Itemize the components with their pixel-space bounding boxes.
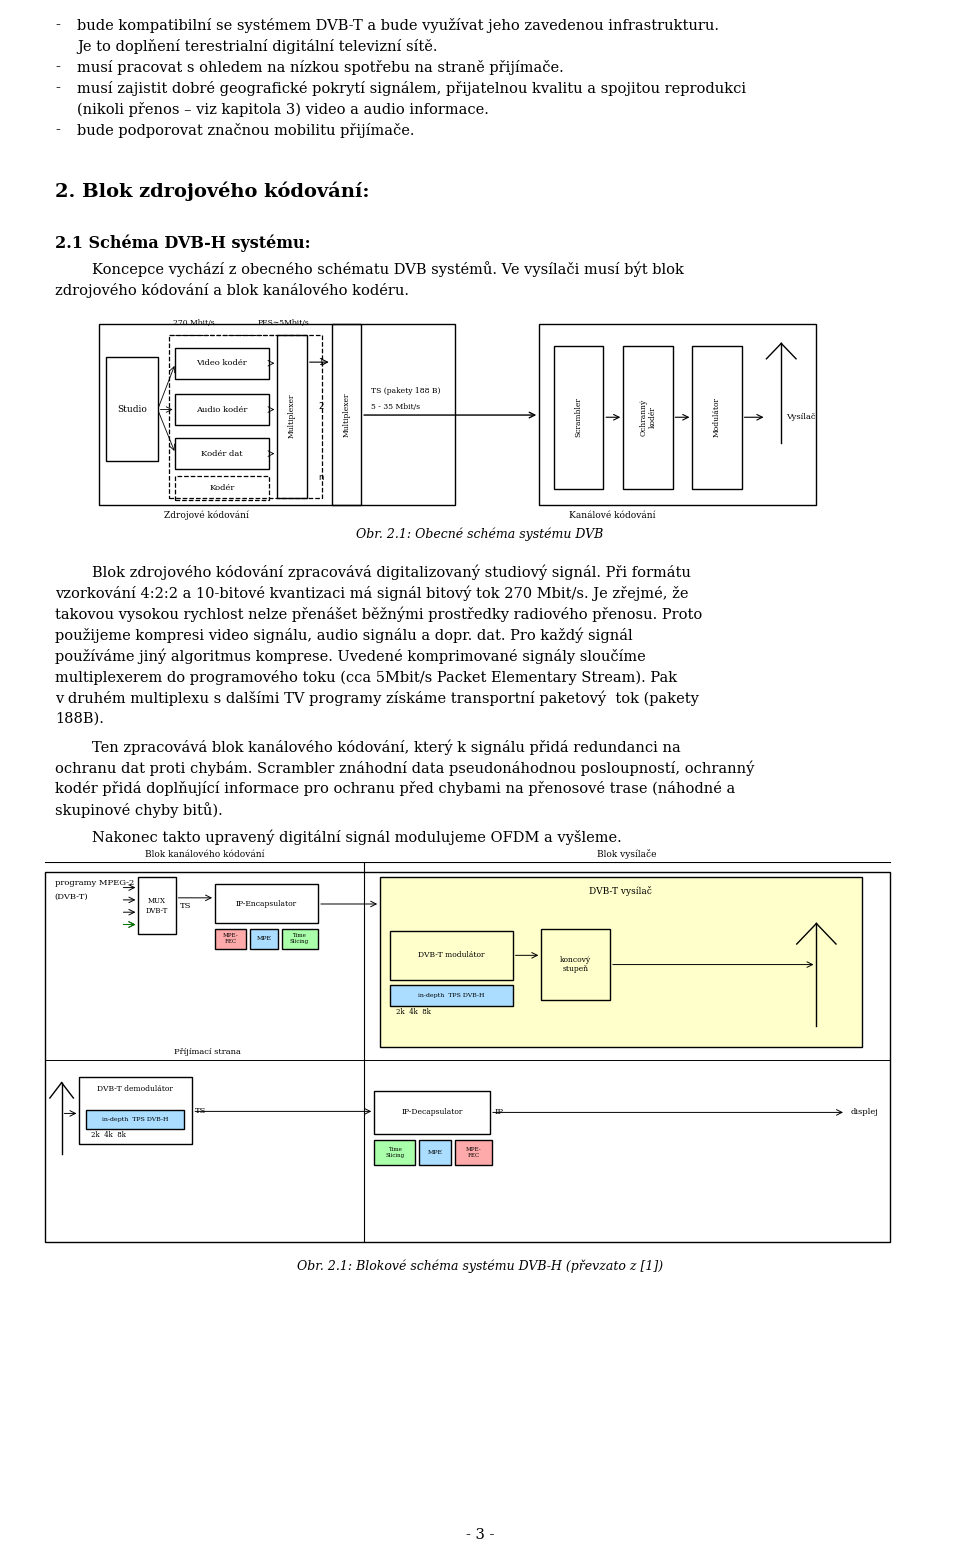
- Text: Koncepce vychází z obecného schématu DVB systémů. Ve vysílači musí být blok: Koncepce vychází z obecného schématu DVB…: [55, 262, 684, 277]
- Text: Obr. 2.1: Obecné schéma systému DVB: Obr. 2.1: Obecné schéma systému DVB: [356, 527, 604, 541]
- Text: Time
Slicing: Time Slicing: [385, 1147, 404, 1158]
- Text: - 3 -: - 3 -: [466, 1528, 494, 1542]
- Text: TS: TS: [180, 902, 191, 910]
- Text: 1: 1: [319, 358, 324, 367]
- Text: 2. Blok zdrojového kódování:: 2. Blok zdrojového kódování:: [55, 181, 370, 202]
- Text: Nakonec takto upravený digitální signál modulujeme OFDM a vyšleme.: Nakonec takto upravený digitální signál …: [55, 829, 622, 845]
- Text: IP: IP: [494, 1108, 503, 1116]
- Text: DVB-T vysílač: DVB-T vysílač: [589, 885, 652, 896]
- Text: Blok kanálového kódování: Blok kanálového kódování: [145, 849, 264, 859]
- Text: IP-Encapsulator: IP-Encapsulator: [235, 901, 297, 908]
- Text: n: n: [319, 473, 324, 482]
- Text: 2.1 Schéma DVB-H systému:: 2.1 Schéma DVB-H systému:: [55, 234, 311, 251]
- Text: bude kompatibilní se systémem DVB-T a bude využívat jeho zavedenou infrastruktur: bude kompatibilní se systémem DVB-T a bu…: [77, 19, 719, 33]
- Text: 2k  4k  8k: 2k 4k 8k: [396, 1008, 431, 1015]
- Text: PES∼5Mbit/s: PES∼5Mbit/s: [257, 319, 309, 327]
- Text: Kodér: Kodér: [209, 484, 234, 491]
- Text: -: -: [55, 60, 60, 74]
- Text: Je to doplňení terestrialní digitální televizní sítě.: Je to doplňení terestrialní digitální te…: [77, 39, 438, 54]
- Text: skupinové chyby bitů).: skupinové chyby bitů).: [55, 801, 223, 818]
- Text: DVB-T demodulátor: DVB-T demodulátor: [97, 1085, 173, 1093]
- FancyBboxPatch shape: [390, 930, 513, 980]
- Text: programy MPEG-2: programy MPEG-2: [55, 879, 134, 887]
- Text: Blok zdrojového kódování zpracovává digitalizovaný studiový signál. Při formátu: Blok zdrojového kódování zpracovává digi…: [55, 564, 691, 580]
- Text: -: -: [55, 122, 60, 136]
- Text: in-depth  TPS DVB-H: in-depth TPS DVB-H: [418, 994, 484, 998]
- Text: kodér přidá doplňující informace pro ochranu před chybami na přenosové trase (ná: kodér přidá doplňující informace pro och…: [55, 781, 735, 797]
- Text: -: -: [55, 81, 60, 95]
- FancyBboxPatch shape: [374, 1141, 416, 1164]
- Text: takovou vysokou rychlost nelze přenášet běžnými prostředky radiového přenosu. Pr: takovou vysokou rychlost nelze přenášet …: [55, 606, 703, 622]
- Text: Time
Slicing: Time Slicing: [290, 933, 309, 944]
- Text: -: -: [55, 19, 60, 33]
- FancyBboxPatch shape: [420, 1141, 451, 1164]
- Text: Multiplexer: Multiplexer: [343, 392, 350, 437]
- Text: Studio: Studio: [117, 405, 147, 414]
- Text: MUX
DVB-T: MUX DVB-T: [146, 897, 168, 914]
- Text: Kanálové kódování: Kanálové kódování: [568, 512, 656, 519]
- Text: 5 - 35 Mbit/s: 5 - 35 Mbit/s: [372, 403, 420, 411]
- Text: multiplexerem do programového toku (cca 5Mbit/s Packet Elementary Stream). Pak: multiplexerem do programového toku (cca …: [55, 670, 677, 685]
- FancyBboxPatch shape: [455, 1141, 492, 1164]
- Text: Obr. 2.1: Blokové schéma systému DVB-H (převzato z [1]): Obr. 2.1: Blokové schéma systému DVB-H (…: [297, 1260, 663, 1274]
- Text: musí zajistit dobré geografické pokrytí signálem, přijatelnou kvalitu a spojitou: musí zajistit dobré geografické pokrytí …: [77, 81, 746, 96]
- Text: Zdrojové kódování: Zdrojové kódování: [163, 512, 249, 521]
- Text: v druhém multiplexu s dalšími TV programy získáme transportní paketový  tok (pak: v druhém multiplexu s dalšími TV program…: [55, 691, 699, 707]
- Text: musí pracovat s ohledem na nízkou spotřebu na straně přijímače.: musí pracovat s ohledem na nízkou spotře…: [77, 60, 564, 74]
- Text: zdrojového kódování a blok kanálového kodéru.: zdrojového kódování a blok kanálového ko…: [55, 282, 409, 298]
- FancyBboxPatch shape: [215, 928, 247, 949]
- Text: 2: 2: [319, 401, 324, 411]
- Text: používáme jiný algoritmus komprese. Uvedené komprimované signály sloučíme: používáme jiný algoritmus komprese. Uved…: [55, 649, 646, 665]
- FancyBboxPatch shape: [541, 928, 610, 1000]
- Text: 2k  4k  8k: 2k 4k 8k: [91, 1132, 126, 1139]
- Text: (DVB-T): (DVB-T): [55, 893, 88, 901]
- Text: Multiplexer: Multiplexer: [288, 394, 296, 439]
- FancyBboxPatch shape: [86, 1110, 184, 1128]
- Text: Modulátor: Modulátor: [713, 397, 721, 437]
- Text: Audio kodér: Audio kodér: [196, 406, 248, 414]
- FancyBboxPatch shape: [281, 928, 318, 949]
- Text: MPE: MPE: [427, 1150, 443, 1155]
- Text: bude podporovat značnou mobilitu přijímače.: bude podporovat značnou mobilitu přijíma…: [77, 122, 415, 138]
- Text: použijeme kompresi video signálu, audio signálu a dopr. dat. Pro každý signál: použijeme kompresi video signálu, audio …: [55, 628, 633, 643]
- Text: Video kodér: Video kodér: [197, 360, 248, 367]
- Text: 270 Mbit/s: 270 Mbit/s: [174, 319, 215, 327]
- Text: MPE-
FEC: MPE- FEC: [223, 933, 238, 944]
- FancyBboxPatch shape: [380, 877, 861, 1046]
- Text: ochranu dat proti chybám. Scrambler znáhodní data pseudonáhodnou posloupností, o: ochranu dat proti chybám. Scrambler znáh…: [55, 760, 755, 775]
- FancyBboxPatch shape: [390, 986, 513, 1006]
- Text: Ochranný
kodér: Ochranný kodér: [639, 398, 657, 436]
- Text: IP-Decapsulator: IP-Decapsulator: [401, 1108, 463, 1116]
- Text: MPE-
FEC: MPE- FEC: [466, 1147, 481, 1158]
- Text: koncový
stupeň: koncový stupeň: [560, 956, 591, 973]
- Text: :: :: [321, 436, 324, 443]
- Text: TS: TS: [195, 1107, 206, 1116]
- Text: Blok vysílače: Blok vysílače: [597, 849, 657, 859]
- Text: Příjímací strana: Příjímací strana: [174, 1048, 241, 1056]
- Text: Scrambler: Scrambler: [575, 397, 583, 437]
- Text: Kodér dat: Kodér dat: [201, 449, 243, 457]
- FancyBboxPatch shape: [251, 928, 277, 949]
- Text: in-depth  TPS DVB-H: in-depth TPS DVB-H: [102, 1118, 169, 1122]
- Text: TS (pakety 188 B): TS (pakety 188 B): [372, 388, 441, 395]
- Text: DVB-T modulátor: DVB-T modulátor: [418, 952, 484, 959]
- Text: Vysílač: Vysílač: [786, 414, 816, 422]
- Text: Ten zpracovává blok kanálového kódování, který k signálu přidá redundanci na: Ten zpracovává blok kanálového kódování,…: [55, 739, 681, 755]
- Text: vzorkování 4:2:2 a 10-bitové kvantizaci má signál bitový tok 270 Mbit/s. Je zřej: vzorkování 4:2:2 a 10-bitové kvantizaci …: [55, 586, 688, 601]
- Text: (nikoli přenos – viz kapitola 3) video a audio informace.: (nikoli přenos – viz kapitola 3) video a…: [77, 102, 489, 116]
- Text: 188B).: 188B).: [55, 711, 104, 725]
- Text: displej: displej: [851, 1108, 878, 1116]
- Text: MPE: MPE: [256, 936, 272, 941]
